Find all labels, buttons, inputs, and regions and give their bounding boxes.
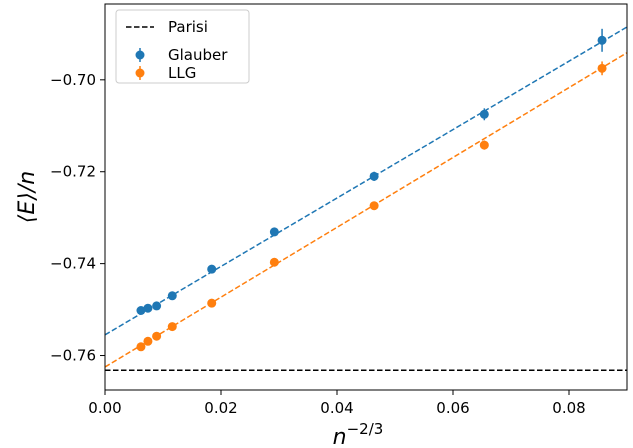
- glauber-point: [479, 109, 489, 119]
- llg-point: [479, 140, 489, 150]
- llg-point: [269, 257, 279, 267]
- axis-ticks: 0.00 0.02 0.04 0.06 0.08 −0.76 −0.74 −0.72 −0.70: [50, 71, 586, 417]
- llg-point: [136, 342, 146, 352]
- legend: Parisi Glauber LLG: [115, 9, 250, 84]
- llg-fit-line: [105, 52, 627, 368]
- x-tick-label: 0.08: [552, 399, 585, 417]
- legend-box: [115, 9, 250, 84]
- y-tick-label: −0.76: [50, 347, 96, 365]
- x-axis-label-exponent: −2/3: [347, 420, 384, 438]
- glauber-point: [269, 227, 279, 237]
- glauber-point: [143, 303, 153, 313]
- plot-content: [105, 26, 627, 371]
- glauber-point: [167, 291, 177, 301]
- x-tick-label: 0.06: [436, 399, 469, 417]
- plot-area: [105, 26, 627, 371]
- glauber-point: [597, 35, 607, 45]
- legend-parisi-label: Parisi: [168, 18, 208, 36]
- x-tick-label: 0.04: [320, 399, 353, 417]
- llg-point: [152, 331, 162, 341]
- glauber-point: [207, 264, 217, 274]
- y-tick-label: −0.74: [50, 255, 96, 273]
- x-tick-label: 0.02: [204, 399, 237, 417]
- y-axis-label: ⟨E⟩/n: [15, 171, 40, 223]
- legend-glauber-marker: [135, 50, 145, 60]
- x-axis-label: n−2/3: [333, 420, 384, 448]
- axes-frame: [104, 3, 628, 391]
- llg-point: [369, 201, 379, 211]
- llg-point: [167, 322, 177, 332]
- x-axis-label-base: n: [333, 425, 347, 448]
- glauber-fit-line: [105, 26, 627, 336]
- llg-point: [207, 298, 217, 308]
- legend-llg-marker: [135, 68, 145, 78]
- x-tick-label: 0.00: [88, 399, 121, 417]
- y-tick-label: −0.72: [50, 163, 96, 181]
- glauber-point: [369, 171, 379, 181]
- llg-point: [597, 63, 607, 73]
- legend-llg-label: LLG: [168, 64, 196, 82]
- glauber-point: [152, 301, 162, 311]
- legend-glauber-label: Glauber: [168, 46, 228, 64]
- glauber-point: [136, 306, 146, 316]
- y-tick-label: −0.70: [50, 71, 96, 89]
- llg-point: [143, 336, 153, 346]
